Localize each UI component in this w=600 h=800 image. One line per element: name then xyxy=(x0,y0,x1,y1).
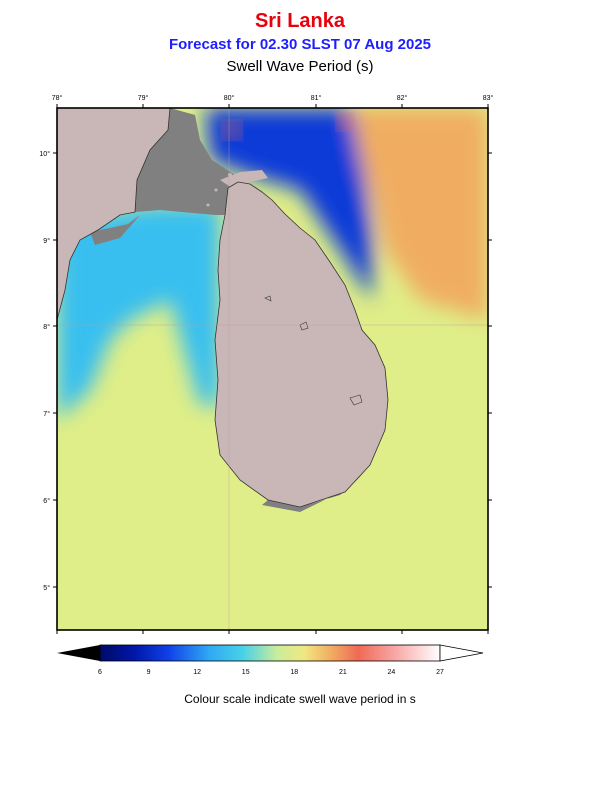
reservoir xyxy=(349,394,363,406)
longitude-axis: 78° 79° 80° 81° 82° 83° xyxy=(52,94,494,634)
longitude-label: 83° xyxy=(483,94,494,102)
colorbar-high-triangle xyxy=(439,644,484,662)
map-title: Sri Lanka xyxy=(254,10,346,32)
shallow-sea-area xyxy=(57,108,235,215)
latitude-label: 6° xyxy=(43,497,50,505)
shallow-sea-area xyxy=(262,470,368,512)
deep-blue-region xyxy=(205,108,372,300)
colorbar-gradient xyxy=(99,644,441,662)
variable-name: Swell Wave Period (s) xyxy=(226,58,374,75)
latitude-label: 5° xyxy=(43,584,50,592)
light-blue-region xyxy=(57,205,220,420)
latitude-label: 7° xyxy=(43,410,50,418)
colorbar-tick: 6 xyxy=(98,669,102,676)
latitude-label: 10° xyxy=(39,150,50,158)
india-landmass xyxy=(57,108,170,320)
sri-lanka-landmass xyxy=(215,182,388,507)
red-hotspot xyxy=(338,115,352,129)
colorbar-tick: 9 xyxy=(147,669,151,676)
longitude-label: 79° xyxy=(138,94,149,102)
reservoir xyxy=(264,295,272,302)
latitude-label: 9° xyxy=(43,237,50,245)
reservoir xyxy=(299,321,309,331)
colorbar-tick: 15 xyxy=(242,669,250,676)
swell-field xyxy=(57,108,488,630)
longitude-label: 82° xyxy=(397,94,408,102)
latitude-label: 8° xyxy=(43,323,50,331)
map-frame xyxy=(56,107,489,631)
red-hotspot xyxy=(224,122,240,138)
longitude-label: 81° xyxy=(311,94,322,102)
island xyxy=(214,188,218,192)
longitude-label: 80° xyxy=(224,94,235,102)
india-coastline xyxy=(57,108,171,321)
forecast-time: Forecast for 02.30 SLST 07 Aug 2025 xyxy=(168,36,432,53)
island xyxy=(228,173,232,177)
tick-marks xyxy=(53,152,492,588)
colorbar-tick: 18 xyxy=(290,669,298,676)
colorbar-tick: 24 xyxy=(388,669,396,676)
colorbar-tick: 27 xyxy=(436,669,444,676)
shallow-sea-area xyxy=(90,215,140,245)
colorbar-tick: 21 xyxy=(339,669,347,676)
orange-region xyxy=(350,108,488,320)
sri-lanka-coastline xyxy=(214,181,389,508)
island xyxy=(206,203,210,207)
jaffna-peninsula xyxy=(220,170,268,188)
longitude-label: 78° xyxy=(52,94,63,102)
colorbar-caption: Colour scale indicate swell wave period … xyxy=(184,692,416,706)
tick-marks xyxy=(56,104,489,634)
colorbar-low-triangle xyxy=(57,645,100,661)
colorbar-tick: 12 xyxy=(193,669,201,676)
latitude-axis: 10° 9° 8° 7° 6° 5° xyxy=(39,150,492,592)
colorbar: 6 9 12 15 18 21 24 27 xyxy=(57,644,484,676)
